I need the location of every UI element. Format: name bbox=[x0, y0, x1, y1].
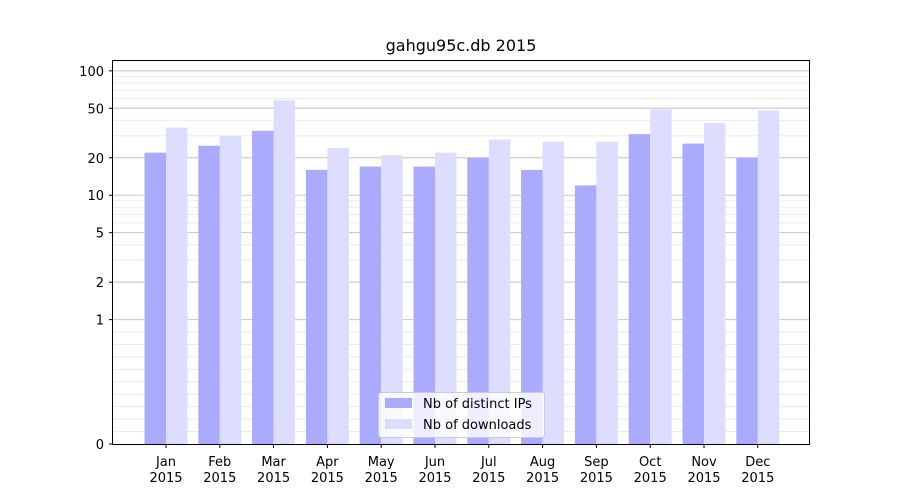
legend-swatch bbox=[385, 419, 412, 429]
legend-label: Nb of distinct IPs bbox=[423, 397, 532, 412]
y-tick-label: 2 bbox=[96, 276, 104, 291]
bar bbox=[682, 143, 704, 444]
x-tick-label: Dec 2015 bbox=[741, 455, 774, 486]
y-tick-label: 5 bbox=[96, 227, 104, 242]
x-tick-label: Feb 2015 bbox=[203, 455, 236, 486]
legend-box bbox=[378, 392, 545, 438]
x-tick-label: Jan 2015 bbox=[149, 455, 182, 486]
x-tick-label: Sep 2015 bbox=[580, 455, 613, 486]
axis-ticks: 0 1 2 5 10 20 50 100 Jan 2015 Feb 2015 Mar 2015 Apr 201… bbox=[79, 65, 774, 486]
bar bbox=[574, 185, 597, 444]
bar bbox=[219, 135, 242, 444]
y-tick-label: 20 bbox=[87, 152, 104, 167]
y-tick-label: 50 bbox=[87, 102, 104, 117]
bar bbox=[628, 134, 651, 444]
x-tick-label: Mar 2015 bbox=[257, 455, 290, 486]
y-tick-label: 0 bbox=[96, 438, 104, 453]
bar bbox=[488, 139, 511, 444]
bar bbox=[359, 166, 382, 444]
bar bbox=[413, 166, 435, 444]
bar bbox=[467, 157, 489, 444]
bar bbox=[381, 155, 403, 444]
x-tick-label: Nov 2015 bbox=[687, 455, 720, 486]
x-tick-label: Apr 2015 bbox=[311, 455, 344, 486]
bar bbox=[757, 110, 780, 444]
bar bbox=[596, 141, 618, 444]
bars bbox=[144, 100, 780, 445]
y-tick-label: 10 bbox=[87, 189, 104, 204]
chart-title: gahgu95c.db 2015 bbox=[386, 36, 537, 55]
bar bbox=[704, 123, 726, 444]
bar bbox=[273, 100, 296, 444]
bar bbox=[198, 145, 220, 444]
bar bbox=[521, 169, 543, 444]
legend-label: Nb of downloads bbox=[423, 418, 532, 433]
bar bbox=[166, 127, 188, 445]
x-tick-label: May 2015 bbox=[365, 455, 398, 486]
legend-swatch bbox=[385, 398, 412, 408]
bar bbox=[327, 147, 349, 444]
x-tick-label: Oct 2015 bbox=[634, 455, 667, 486]
plot-frame bbox=[112, 60, 810, 445]
x-tick-label: Aug 2015 bbox=[526, 455, 559, 486]
bar bbox=[305, 169, 328, 444]
bar bbox=[252, 130, 274, 444]
bar bbox=[435, 152, 457, 445]
legend: Nb of distinct IPs Nb of downloads bbox=[378, 392, 545, 438]
bar bbox=[542, 141, 565, 444]
x-tick-label: Jun 2015 bbox=[418, 455, 451, 486]
bar bbox=[736, 157, 758, 444]
y-tick-label: 100 bbox=[79, 65, 104, 80]
x-tick-label: Jul 2015 bbox=[472, 455, 505, 486]
y-tick-label: 1 bbox=[96, 314, 104, 329]
bar bbox=[650, 109, 672, 444]
bar bbox=[144, 152, 166, 445]
